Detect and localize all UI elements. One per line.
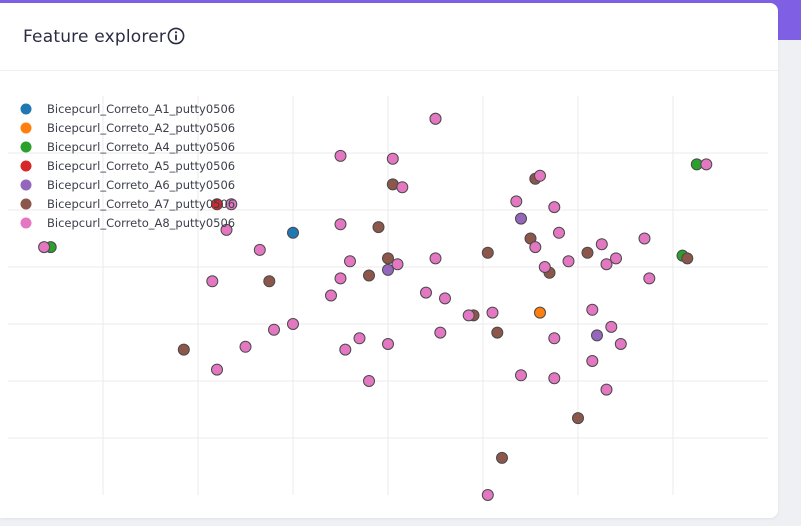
data-point-series-7[interactable] [391, 258, 404, 271]
data-point-series-7[interactable] [515, 369, 527, 382]
data-point-series-7[interactable] [614, 338, 627, 350]
data-point-series-7[interactable] [610, 252, 622, 265]
legend-item[interactable]: Bicepcurl_Correto_A5_putty0506 [20, 159, 236, 173]
legend-marker [20, 198, 32, 210]
data-point-series-7[interactable] [239, 340, 252, 353]
legend-marker [20, 179, 32, 191]
data-point-series-7[interactable] [382, 338, 394, 350]
data-point-series-7[interactable] [586, 355, 599, 367]
data-point-series-7[interactable] [363, 375, 375, 387]
data-point-series-7[interactable] [206, 275, 219, 288]
data-point-series-6[interactable] [496, 451, 508, 464]
data-point-series-7[interactable] [534, 169, 546, 182]
data-point-series-7[interactable] [420, 286, 432, 299]
data-point-series-6[interactable] [177, 343, 190, 356]
data-point-series-6[interactable] [382, 252, 394, 265]
legend-label: Bicepcurl_Correto_A4_putty0506 [47, 140, 235, 154]
data-point-series-7[interactable] [220, 223, 233, 236]
data-point-series-7[interactable] [538, 261, 551, 273]
data-point-series-7[interactable] [586, 303, 599, 316]
legend-label: Bicepcurl_Correto_A2_putty0506 [47, 121, 235, 135]
data-point-series-7[interactable] [287, 318, 299, 330]
data-point-series-7[interactable] [429, 252, 442, 265]
data-point-series-4[interactable] [211, 198, 223, 211]
data-point-series-2[interactable] [534, 306, 546, 319]
data-point-series-7[interactable] [386, 152, 399, 165]
data-point-series-7[interactable] [562, 255, 575, 268]
data-point-series-7[interactable] [325, 289, 337, 302]
data-point-series-7[interactable] [638, 232, 651, 245]
data-point-series-7[interactable] [225, 198, 238, 211]
legend-marker [20, 160, 32, 172]
data-point-series-7[interactable] [600, 383, 613, 396]
data-point-series-7[interactable] [605, 320, 618, 333]
legend-item[interactable]: Bicepcurl_Correto_A2_putty0506 [20, 121, 236, 135]
data-point-series-6[interactable] [681, 252, 694, 265]
data-point-series-6[interactable] [572, 412, 584, 425]
data-point-series-5[interactable] [515, 212, 527, 225]
data-point-series-7[interactable] [553, 226, 565, 239]
data-point-series-5[interactable] [591, 329, 603, 342]
data-point-series-7[interactable] [429, 112, 442, 125]
data-point-series-7[interactable] [548, 201, 561, 214]
legend-item[interactable]: Bicepcurl_Correto_A6_putty0506 [20, 178, 236, 192]
legend-marker [20, 217, 32, 229]
legend-label: Bicepcurl_Correto_A8_putty0506 [47, 216, 235, 230]
legend-marker [20, 141, 32, 153]
legend-marker [20, 122, 32, 134]
data-point-series-7[interactable] [548, 372, 561, 385]
legend-item[interactable]: Bicepcurl_Correto_A1_putty0506 [20, 102, 236, 116]
data-point-series-7[interactable] [334, 149, 347, 162]
data-point-series-7[interactable] [643, 272, 656, 285]
feature-explorer-card: Feature explorer Bicepcurl_Correto_A1_pu… [0, 3, 778, 518]
legend-marker [20, 103, 32, 115]
data-point-series-7[interactable] [268, 323, 280, 336]
data-point-series-7[interactable] [595, 238, 608, 251]
data-point-series-7[interactable] [38, 241, 51, 254]
data-point-series-6[interactable] [581, 246, 594, 259]
card-title: Feature explorer [23, 27, 167, 47]
data-point-series-6[interactable] [372, 221, 385, 234]
legend-item[interactable]: Bicepcurl_Correto_A4_putty0506 [20, 140, 236, 154]
legend-label: Bicepcurl_Correto_A1_putty0506 [47, 102, 235, 116]
data-point-series-7[interactable] [510, 195, 523, 208]
card-header: Feature explorer [0, 3, 778, 71]
data-point-series-7[interactable] [353, 332, 366, 345]
data-point-series-7[interactable] [396, 181, 409, 194]
data-point-series-7[interactable] [339, 343, 352, 356]
data-point-series-7[interactable] [529, 241, 542, 254]
legend-item[interactable]: Bicepcurl_Correto_A8_putty0506 [20, 216, 236, 230]
data-point-series-7[interactable] [486, 306, 499, 319]
data-point-series-7[interactable] [344, 255, 356, 268]
data-point-series-7[interactable] [434, 326, 447, 339]
data-point-series-7[interactable] [334, 218, 347, 231]
feature-scatter-plot[interactable]: Bicepcurl_Correto_A1_putty0506 Bicepcurl_… [0, 3, 778, 518]
info-circle-icon[interactable] [167, 27, 185, 45]
legend-label: Bicepcurl_Correto_A6_putty0506 [47, 178, 235, 192]
data-point-series-7[interactable] [600, 258, 613, 271]
data-point-series-7[interactable] [548, 332, 561, 345]
data-point-series-7[interactable] [481, 489, 494, 501]
legend-item[interactable]: Bicepcurl_Correto_A7_putty0506 [20, 197, 236, 211]
data-point-series-6[interactable] [263, 275, 276, 288]
plot-legend: Bicepcurl_Correto_A1_putty0506 Bicepcurl_… [20, 102, 236, 230]
data-point-series-7[interactable] [700, 158, 713, 171]
data-point-series-7[interactable] [334, 272, 347, 285]
data-point-series-7[interactable] [439, 292, 451, 305]
data-point-series-6[interactable] [481, 246, 494, 259]
plot-points [38, 112, 713, 501]
legend-label: Bicepcurl_Correto_A5_putty0506 [47, 159, 235, 173]
data-point-series-7[interactable] [462, 309, 475, 322]
data-point-series-6[interactable] [491, 326, 504, 339]
data-point-series-7[interactable] [253, 243, 266, 256]
legend-label: Bicepcurl_Correto_A7_putty0506 [47, 197, 235, 211]
data-point-series-7[interactable] [211, 363, 223, 376]
data-point-series-1[interactable] [287, 226, 299, 239]
data-point-series-6[interactable] [363, 269, 375, 282]
